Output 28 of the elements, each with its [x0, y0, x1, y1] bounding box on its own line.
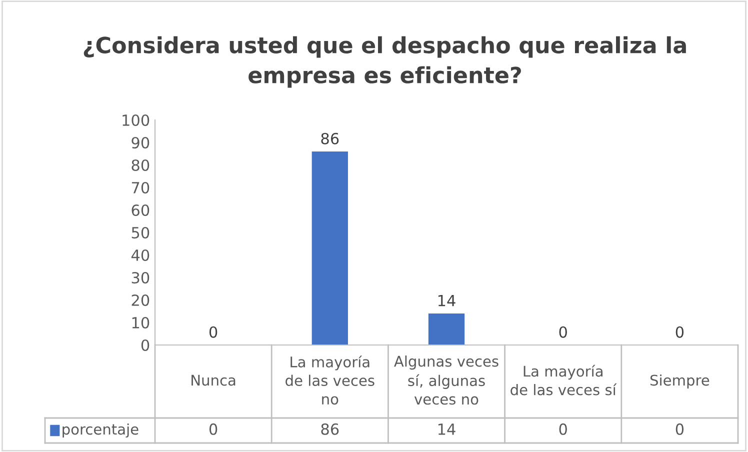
y-tick-label: 70: [132, 182, 150, 194]
text: 0: [676, 423, 684, 435]
x-tick-label: Nunca: [192, 374, 236, 386]
y-tick-label: 50: [132, 226, 150, 239]
text: 0: [209, 423, 218, 435]
y-tick-label: 0: [141, 339, 150, 352]
y-tick-label: 30: [132, 272, 150, 284]
x-tick-label: Siempre: [650, 374, 710, 389]
x-tick-label: La mayoría de las veces sí: [510, 364, 617, 396]
y-tick-label: 80: [132, 159, 150, 172]
y-tick-label: 60: [132, 204, 150, 216]
x-tick-label: La mayoría de las veces no: [286, 356, 374, 405]
y-tick-label: 90: [132, 136, 150, 149]
text: 86: [321, 423, 339, 435]
data-label: 0: [559, 326, 567, 338]
data-label: 0: [676, 326, 684, 338]
y-tick-label: 100: [122, 114, 150, 126]
data-label: 86: [321, 132, 339, 144]
data-label: 14: [438, 295, 456, 306]
y-tick-label: 10: [132, 316, 150, 329]
data-label: 0: [209, 326, 218, 338]
text: 0: [559, 423, 567, 435]
y-tick-label: 20: [132, 294, 150, 306]
text: 14: [438, 424, 456, 435]
y-tick-label: 40: [131, 249, 150, 262]
legend-label: porcentaje: [62, 423, 138, 438]
x-tick-label: Algunas veces sí, algunas veces no: [394, 355, 498, 405]
chart-title: ¿Considera usted que el despacho que realiza la empresa es eficiente?: [84, 36, 686, 88]
